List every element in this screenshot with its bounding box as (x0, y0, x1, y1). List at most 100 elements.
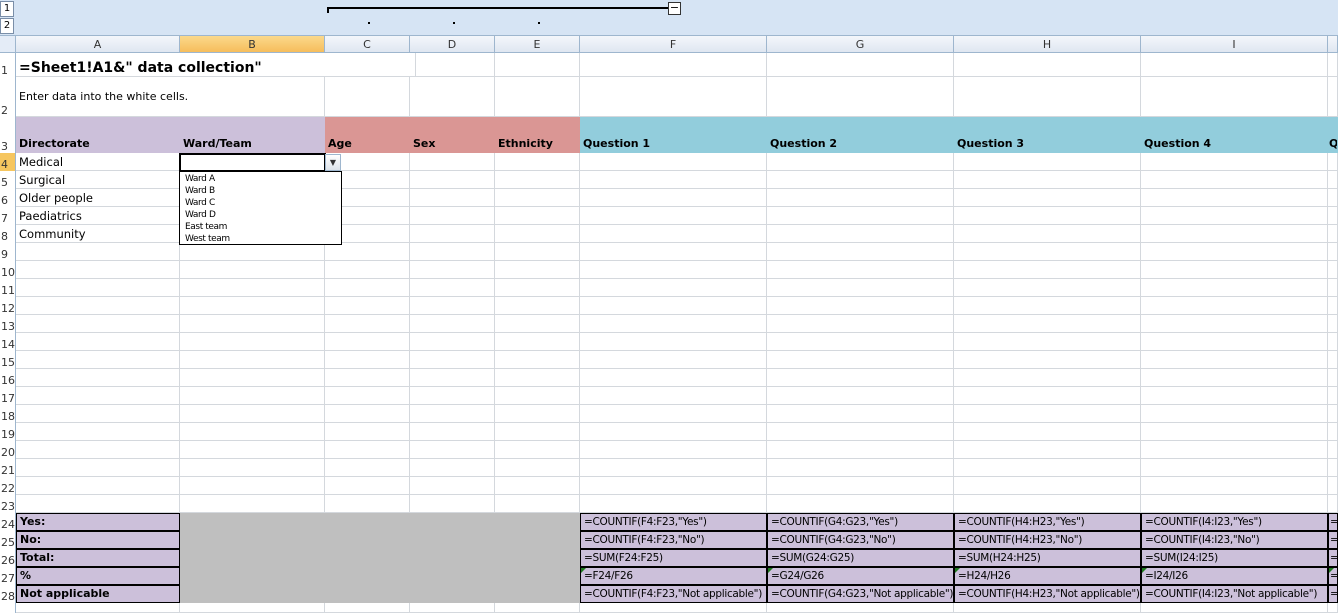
column-header-e[interactable]: E (495, 36, 580, 53)
cell[interactable] (580, 153, 767, 171)
summary-formula[interactable]: =COUNTIF(H4:H23,"Not applicable") (954, 585, 1141, 603)
cell[interactable] (410, 297, 495, 315)
cell[interactable] (16, 387, 180, 405)
cell[interactable] (16, 297, 180, 315)
cell[interactable] (1141, 243, 1328, 261)
summary-blank[interactable] (495, 567, 580, 585)
summary-formula[interactable]: = (1328, 531, 1338, 549)
cell[interactable] (1141, 315, 1328, 333)
cell[interactable] (16, 333, 180, 351)
cell[interactable] (767, 603, 954, 613)
row-header-6[interactable]: 6 (0, 189, 16, 207)
dropdown-option[interactable]: Ward C (185, 198, 215, 208)
cell[interactable] (16, 351, 180, 369)
column-header-g[interactable]: G (767, 36, 954, 53)
summary-formula[interactable]: =COUNTIF(G4:G23,"Yes") (767, 513, 954, 531)
row-header-1[interactable]: 1 (0, 53, 16, 77)
column-header-b[interactable]: B (180, 36, 325, 53)
cell[interactable] (1141, 297, 1328, 315)
cell[interactable] (580, 351, 767, 369)
cell[interactable] (495, 405, 580, 423)
cell[interactable] (580, 423, 767, 441)
cell[interactable] (325, 405, 410, 423)
cell[interactable] (1328, 405, 1338, 423)
cell[interactable] (954, 279, 1141, 297)
summary-blank[interactable] (325, 567, 410, 585)
cell[interactable] (1141, 423, 1328, 441)
cell[interactable] (410, 315, 495, 333)
cell[interactable] (180, 351, 325, 369)
cell[interactable] (954, 207, 1141, 225)
directorate-cell[interactable]: Paediatrics (16, 207, 180, 225)
summary-formula[interactable]: = (1328, 513, 1338, 531)
summary-blank[interactable] (410, 513, 495, 531)
cell[interactable] (180, 441, 325, 459)
cell[interactable] (495, 333, 580, 351)
cell[interactable] (495, 261, 580, 279)
summary-label[interactable]: No: (16, 531, 180, 549)
cell[interactable] (495, 243, 580, 261)
summary-blank[interactable] (180, 549, 325, 567)
cell[interactable] (495, 225, 580, 243)
cell[interactable] (410, 495, 495, 513)
cell[interactable] (16, 405, 180, 423)
cell[interactable] (1328, 441, 1338, 459)
summary-formula[interactable]: = (1328, 585, 1338, 603)
cell[interactable] (410, 225, 495, 243)
summary-formula[interactable]: = (1328, 549, 1338, 567)
summary-blank[interactable] (495, 531, 580, 549)
directorate-cell[interactable]: Community (16, 225, 180, 243)
cell[interactable] (767, 207, 954, 225)
cell[interactable] (410, 441, 495, 459)
summary-formula[interactable]: =COUNTIF(I4:I23,"Not applicable") (1141, 585, 1328, 603)
summary-formula[interactable]: =COUNTIF(F4:F23,"Not applicable") (580, 585, 767, 603)
summary-formula[interactable]: =COUNTIF(H4:H23,"No") (954, 531, 1141, 549)
summary-blank[interactable] (180, 585, 325, 603)
cell[interactable] (1328, 225, 1338, 243)
summary-blank[interactable] (180, 567, 325, 585)
cell[interactable] (180, 603, 325, 613)
summary-formula[interactable]: =COUNTIF(F4:F23,"No") (580, 531, 767, 549)
cell[interactable] (495, 189, 580, 207)
cell[interactable] (410, 261, 495, 279)
cell[interactable] (1141, 333, 1328, 351)
cell[interactable] (767, 261, 954, 279)
cell[interactable] (325, 495, 410, 513)
row-header-4[interactable]: 4 (0, 153, 16, 171)
cell[interactable] (954, 261, 1141, 279)
cell[interactable] (954, 459, 1141, 477)
cell[interactable] (325, 387, 410, 405)
cell[interactable] (410, 369, 495, 387)
column-header-j[interactable] (1328, 36, 1338, 53)
cell[interactable] (767, 369, 954, 387)
cell[interactable] (16, 441, 180, 459)
cell[interactable] (16, 279, 180, 297)
cell[interactable] (325, 279, 410, 297)
dropdown-option[interactable]: West team (185, 234, 230, 244)
error-indicator-icon[interactable] (955, 568, 960, 573)
cell[interactable] (1328, 171, 1338, 189)
cell[interactable] (410, 333, 495, 351)
summary-blank[interactable] (325, 549, 410, 567)
summary-formula[interactable]: =G24/G26 (767, 567, 954, 585)
cell[interactable] (954, 423, 1141, 441)
cell[interactable] (580, 603, 767, 613)
row-header-24[interactable]: 24 (0, 513, 16, 531)
cell[interactable] (1328, 315, 1338, 333)
summary-blank[interactable] (325, 531, 410, 549)
cell[interactable] (580, 297, 767, 315)
cell[interactable] (1141, 189, 1328, 207)
error-indicator-icon[interactable] (768, 568, 773, 573)
cell[interactable] (410, 387, 495, 405)
cell[interactable] (325, 459, 410, 477)
cell[interactable] (767, 441, 954, 459)
summary-formula[interactable]: = (1328, 567, 1338, 585)
cell[interactable] (580, 315, 767, 333)
cell[interactable] (16, 495, 180, 513)
cell[interactable] (954, 315, 1141, 333)
cell[interactable] (1328, 153, 1338, 171)
cell[interactable] (1328, 189, 1338, 207)
cell[interactable] (1141, 459, 1328, 477)
cell[interactable] (580, 171, 767, 189)
column-header-f[interactable]: F (580, 36, 767, 53)
